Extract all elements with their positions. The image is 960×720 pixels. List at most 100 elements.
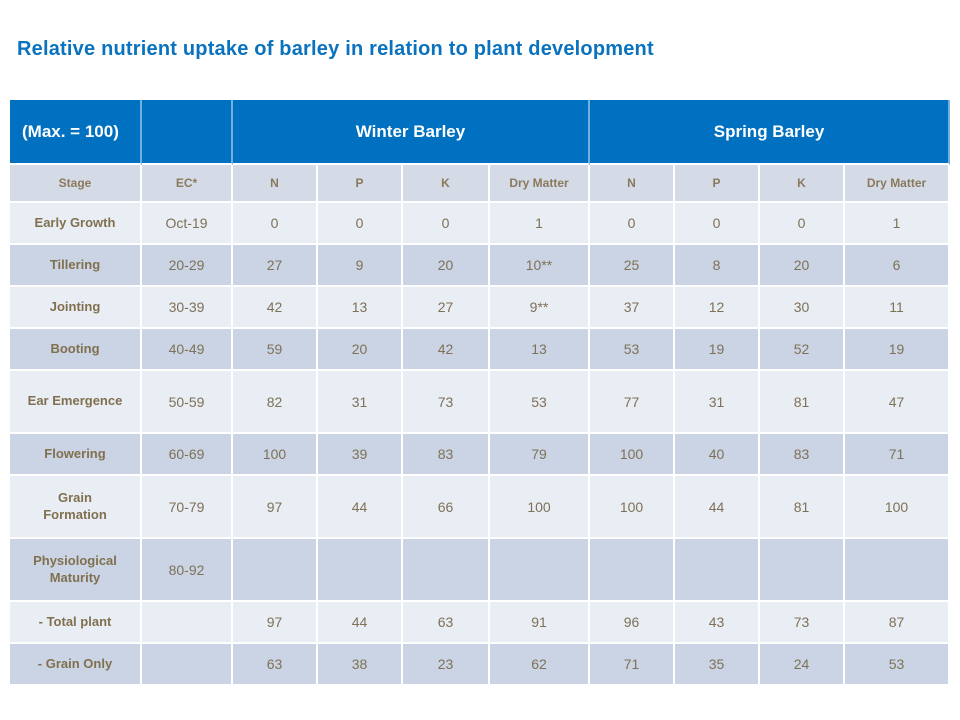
stage-label: Jointing bbox=[49, 298, 101, 314]
col-header-k-spring: K bbox=[760, 165, 845, 203]
value-cell: 8 bbox=[675, 245, 760, 287]
stage-cell: - Grain Only bbox=[10, 644, 142, 686]
value-cell: 31 bbox=[318, 371, 403, 434]
col-header-p-winter: P bbox=[318, 165, 403, 203]
value-cell: 31 bbox=[675, 371, 760, 434]
value-cell: 63 bbox=[403, 602, 490, 644]
table-row-physiological-maturity: Physiological Maturity 80-92 bbox=[10, 539, 951, 602]
table-row-total-plant: - Total plant 97 44 63 91 96 43 73 87 bbox=[10, 602, 951, 644]
value-cell: 39 bbox=[318, 434, 403, 476]
value-cell: 100 bbox=[590, 476, 675, 539]
table-row-grain-only: - Grain Only 63 38 23 62 71 35 24 53 bbox=[10, 644, 951, 686]
value-cell: 11 bbox=[845, 287, 951, 329]
value-cell: 63 bbox=[233, 644, 318, 686]
stage-label: Flowering bbox=[44, 445, 106, 461]
value-cell: 20 bbox=[760, 245, 845, 287]
value-cell: 79 bbox=[490, 434, 590, 476]
value-cell bbox=[490, 539, 590, 602]
value-cell: 44 bbox=[318, 476, 403, 539]
value-cell: 13 bbox=[490, 329, 590, 371]
stage-cell: Tillering bbox=[10, 245, 142, 287]
value-cell: 42 bbox=[403, 329, 490, 371]
value-cell: 52 bbox=[760, 329, 845, 371]
value-cell: 77 bbox=[590, 371, 675, 434]
table-header-row: (Max. = 100) Winter Barley Spring Barley bbox=[10, 100, 951, 165]
ec-cell bbox=[142, 644, 233, 686]
table-row-early-growth: Early Growth Oct-19 0 0 0 1 0 0 0 1 bbox=[10, 203, 951, 245]
stage-cell: Physiological Maturity bbox=[10, 539, 142, 602]
table-row-grain-formation: Grain Formation 70-79 97 44 66 100 100 4… bbox=[10, 476, 951, 539]
stage-label: - Total plant bbox=[38, 613, 112, 629]
stage-cell: - Total plant bbox=[10, 602, 142, 644]
value-cell: 81 bbox=[760, 371, 845, 434]
value-cell: 42 bbox=[233, 287, 318, 329]
value-cell: 91 bbox=[490, 602, 590, 644]
col-header-n-spring: N bbox=[590, 165, 675, 203]
value-cell: 47 bbox=[845, 371, 951, 434]
page-title: Relative nutrient uptake of barley in re… bbox=[17, 38, 654, 60]
value-cell: 6 bbox=[845, 245, 951, 287]
value-cell: 81 bbox=[760, 476, 845, 539]
value-cell: 87 bbox=[845, 602, 951, 644]
value-cell: 100 bbox=[590, 434, 675, 476]
ec-cell: 70-79 bbox=[142, 476, 233, 539]
ec-cell: Oct-19 bbox=[142, 203, 233, 245]
value-cell: 37 bbox=[590, 287, 675, 329]
value-cell: 9** bbox=[490, 287, 590, 329]
value-cell: 0 bbox=[675, 203, 760, 245]
value-cell: 44 bbox=[318, 602, 403, 644]
header-spacer bbox=[142, 100, 233, 165]
value-cell: 23 bbox=[403, 644, 490, 686]
stage-label: Physiological Maturity bbox=[33, 553, 117, 585]
value-cell: 96 bbox=[590, 602, 675, 644]
value-cell: 83 bbox=[760, 434, 845, 476]
stage-cell: Ear Emergence bbox=[10, 371, 142, 434]
value-cell: 35 bbox=[675, 644, 760, 686]
table-row-flowering: Flowering 60-69 100 39 83 79 100 40 83 7… bbox=[10, 434, 951, 476]
stage-label: Tillering bbox=[49, 256, 101, 272]
value-cell bbox=[318, 539, 403, 602]
value-cell: 66 bbox=[403, 476, 490, 539]
value-cell bbox=[675, 539, 760, 602]
value-cell: 83 bbox=[403, 434, 490, 476]
col-header-ec: EC* bbox=[142, 165, 233, 203]
table-row-booting: Booting 40-49 59 20 42 13 53 19 52 19 bbox=[10, 329, 951, 371]
ec-cell: 30-39 bbox=[142, 287, 233, 329]
stage-label: Grain Formation bbox=[43, 490, 107, 522]
value-cell: 100 bbox=[233, 434, 318, 476]
value-cell: 53 bbox=[490, 371, 590, 434]
ec-cell: 50-59 bbox=[142, 371, 233, 434]
col-header-p-spring: P bbox=[675, 165, 760, 203]
stage-label: Booting bbox=[50, 340, 100, 356]
value-cell: 24 bbox=[760, 644, 845, 686]
value-cell: 71 bbox=[590, 644, 675, 686]
value-cell: 9 bbox=[318, 245, 403, 287]
value-cell: 0 bbox=[590, 203, 675, 245]
table-row-tillering: Tillering 20-29 27 9 20 10** 25 8 20 6 bbox=[10, 245, 951, 287]
stage-cell: Grain Formation bbox=[10, 476, 142, 539]
ec-cell bbox=[142, 602, 233, 644]
value-cell: 27 bbox=[403, 287, 490, 329]
value-cell: 13 bbox=[318, 287, 403, 329]
stage-cell: Early Growth bbox=[10, 203, 142, 245]
value-cell: 25 bbox=[590, 245, 675, 287]
value-cell: 0 bbox=[403, 203, 490, 245]
ec-cell: 80-92 bbox=[142, 539, 233, 602]
col-header-stage: Stage bbox=[10, 165, 142, 203]
col-header-k-winter: K bbox=[403, 165, 490, 203]
value-cell: 10** bbox=[490, 245, 590, 287]
table-row-jointing: Jointing 30-39 42 13 27 9** 37 12 30 11 bbox=[10, 287, 951, 329]
value-cell: 82 bbox=[233, 371, 318, 434]
value-cell: 97 bbox=[233, 476, 318, 539]
value-cell: 62 bbox=[490, 644, 590, 686]
value-cell: 43 bbox=[675, 602, 760, 644]
ec-cell: 60-69 bbox=[142, 434, 233, 476]
value-cell: 40 bbox=[675, 434, 760, 476]
ec-cell: 20-29 bbox=[142, 245, 233, 287]
max-note: (Max. = 100) bbox=[10, 100, 142, 165]
value-cell: 71 bbox=[845, 434, 951, 476]
value-cell: 100 bbox=[490, 476, 590, 539]
stage-label: Early Growth bbox=[34, 214, 116, 230]
col-header-n-winter: N bbox=[233, 165, 318, 203]
value-cell: 73 bbox=[760, 602, 845, 644]
